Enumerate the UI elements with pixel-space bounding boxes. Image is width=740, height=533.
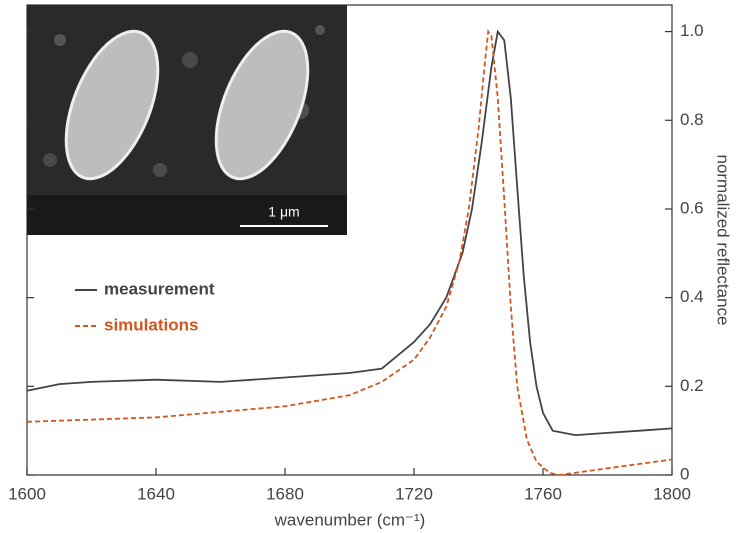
scale-bar-label: 1 μm bbox=[268, 204, 299, 220]
x-tick-label: 1680 bbox=[266, 484, 304, 503]
y-tick-label: 0.8 bbox=[680, 110, 704, 129]
y-tick-label: 1.0 bbox=[680, 21, 704, 40]
y-tick-label: 0 bbox=[680, 464, 689, 483]
x-tick-label: 1720 bbox=[395, 484, 433, 503]
legend-label: measurement bbox=[104, 279, 215, 298]
y-tick-label: 0.4 bbox=[680, 287, 704, 306]
y-axis-label: normalized reflectance bbox=[714, 154, 733, 325]
y-tick-label: 0.6 bbox=[680, 198, 704, 217]
x-axis-label: wavenumber (cm⁻¹) bbox=[274, 510, 426, 529]
y-tick-label: 0.2 bbox=[680, 376, 704, 395]
x-tick-label: 1600 bbox=[8, 484, 46, 503]
inset-image bbox=[27, 5, 347, 235]
chart: 1 μm wavenumber (cm⁻¹) normalized reflec… bbox=[0, 0, 740, 533]
legend-label: simulations bbox=[104, 315, 198, 334]
x-tick-label: 1760 bbox=[524, 484, 562, 503]
x-tick-label: 1800 bbox=[653, 484, 691, 503]
x-tick-label: 1640 bbox=[137, 484, 175, 503]
